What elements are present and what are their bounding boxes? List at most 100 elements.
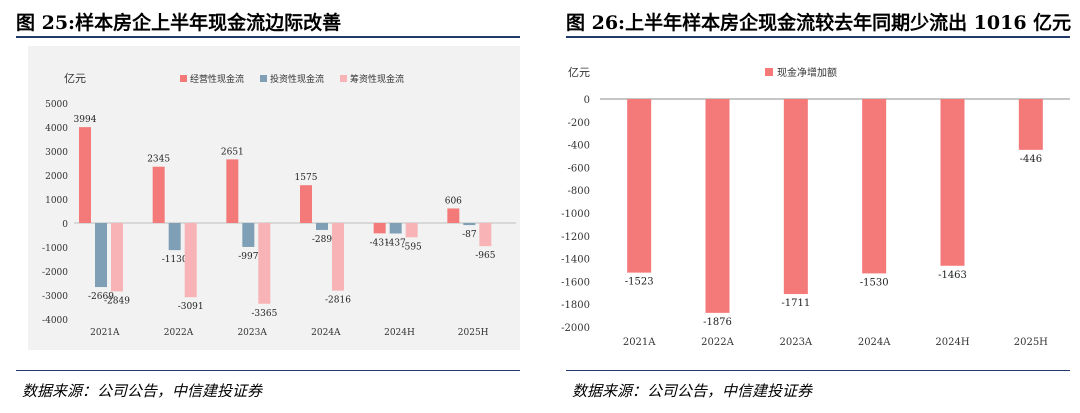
right-source-note: 数据来源：公司公告，中信建投证券 (572, 382, 813, 400)
x-tick-label: 2022A (164, 328, 194, 338)
y-tick-label: -800 (568, 186, 590, 197)
y-tick-label: -1400 (561, 255, 590, 266)
data-label: -2816 (325, 296, 351, 306)
data-label: -87 (462, 230, 477, 240)
bar-net-2022A (705, 99, 730, 313)
bar-2-2022A (184, 223, 197, 298)
x-tick-label: 2022A (701, 337, 734, 348)
bar-net-2023A (783, 99, 808, 295)
bar-1-2022A (168, 223, 181, 251)
data-label: 2345 (147, 155, 170, 165)
bar-net-2021A (627, 99, 652, 273)
legend-label-0: 经营性现金流 (190, 73, 244, 85)
bar-1-2023A (242, 223, 255, 247)
data-label: -446 (1020, 154, 1042, 165)
data-label: -3365 (251, 309, 277, 319)
bar-1-2024H (389, 223, 402, 234)
x-tick-label: 2025H (458, 328, 489, 338)
y-tick-label: -1000 (42, 244, 68, 254)
y-tick-label: -400 (568, 141, 590, 152)
bar-1-2024A (316, 223, 328, 230)
bar-0-2022A (152, 166, 165, 223)
data-label: -1876 (703, 317, 732, 328)
y-tick-label: -200 (568, 118, 590, 129)
x-tick-label: 2023A (237, 328, 267, 338)
y-tick-label: -1600 (561, 277, 590, 288)
x-tick-label: 2024A (858, 337, 891, 348)
data-label: -1530 (860, 277, 889, 288)
data-label: -431 (370, 238, 390, 248)
left-chart-title: 图 25:样本房企上半年现金流边际改善 (16, 12, 342, 34)
y-tick-label: 3000 (45, 148, 68, 158)
bar-net-2025H (1018, 99, 1043, 150)
legend-swatch-1 (260, 75, 267, 82)
bar-2-2023A (258, 223, 271, 304)
bar-1-2025H (463, 223, 476, 226)
bar-0-2023A (226, 159, 239, 223)
left-bottom-rule (16, 370, 520, 371)
bar-0-2021A (79, 127, 91, 223)
y-tick-label: 2000 (45, 172, 68, 182)
bar-net-2024H (940, 99, 965, 266)
legend-label-net: 现金净增加额 (777, 66, 837, 79)
data-label: -965 (475, 251, 495, 261)
left-chart-area: 亿元 经营性现金流 投资性现金流 筹资性现金流 -4000 -3000 -2000 -1000… (28, 46, 520, 350)
data-label: 2651 (221, 147, 244, 157)
left-title-rule (16, 36, 520, 38)
data-label: -2669 (88, 292, 114, 302)
data-label: -1523 (625, 277, 654, 288)
bar-2-2024H (405, 223, 418, 238)
legend-label-2: 筹资性现金流 (350, 73, 404, 85)
data-label: -437 (386, 238, 406, 248)
x-tick-label: 2024H (384, 328, 415, 338)
x-tick-label: 2025H (1014, 337, 1048, 348)
legend-swatch-2 (340, 75, 347, 82)
left-unit-label: 亿元 (64, 72, 86, 85)
x-tick-label: 2023A (779, 337, 812, 348)
legend-swatch-net (765, 68, 773, 76)
y-tick-label: -2000 (561, 323, 590, 334)
data-label: 1575 (295, 173, 318, 183)
data-label: 606 (445, 196, 462, 206)
y-tick-label: 4000 (45, 124, 68, 134)
y-tick-label: 0 (584, 95, 590, 106)
y-tick-label: 1000 (45, 196, 68, 206)
left-source-note: 数据来源：公司公告，中信建投证券 (22, 382, 263, 400)
y-tick-label: 5000 (45, 100, 68, 110)
data-label: -595 (402, 242, 422, 252)
legend-swatch-0 (180, 75, 187, 82)
right-unit-label: 亿元 (568, 66, 590, 79)
data-label: -2849 (104, 296, 130, 306)
x-tick-label: 2024A (311, 328, 341, 338)
left-panel: 图 25:样本房企上半年现金流边际改善 亿元 经营性现金流 投资性现金流 筹资性现金流… (0, 0, 530, 413)
y-tick-label: 0 (62, 220, 68, 230)
bar-0-2025H (447, 208, 460, 223)
y-tick-label: -4000 (42, 316, 68, 326)
bar-2-2025H (479, 223, 492, 247)
y-tick-label: -3000 (42, 292, 68, 302)
y-tick-label: -1000 (561, 209, 590, 220)
bar-0-2024A (300, 185, 312, 223)
x-tick-label: 2024H (935, 337, 969, 348)
bar-2-2024A (332, 223, 344, 291)
y-tick-label: -600 (568, 163, 590, 174)
y-tick-label: -1200 (561, 232, 590, 243)
x-tick-label: 2021A (623, 337, 656, 348)
bar-1-2021A (95, 223, 107, 288)
bar-net-2024A (862, 99, 887, 274)
data-label: -1711 (781, 298, 810, 309)
cashflow-chart: 亿元 经营性现金流 投资性现金流 筹资性现金流 -4000 -3000 -2000 -1000… (42, 72, 516, 338)
data-label: -1130 (162, 255, 188, 265)
bar-0-2024H (373, 223, 386, 234)
right-chart-area: 亿元 现金净增加额 -2000 -1800 -1600 -1400 -1200 -1000 -8… (550, 46, 1075, 356)
right-title-rule (566, 36, 1070, 38)
net-cash-chart: 亿元 现金净增加额-2000-1800-1600-1400-1200-1000-8… (561, 66, 1070, 348)
bar-2-2021A (111, 223, 123, 292)
data-label: -3091 (178, 302, 204, 312)
y-tick-label: -1800 (561, 300, 590, 311)
data-label: -1463 (938, 270, 967, 281)
right-bottom-rule (566, 370, 1070, 371)
right-panel: 图 26:上半年样本房企现金流较去年同期少流出 1016 亿元 亿元 现金净增加额… (550, 0, 1080, 413)
data-label: 3994 (74, 115, 97, 125)
x-tick-label: 2021A (90, 328, 120, 338)
